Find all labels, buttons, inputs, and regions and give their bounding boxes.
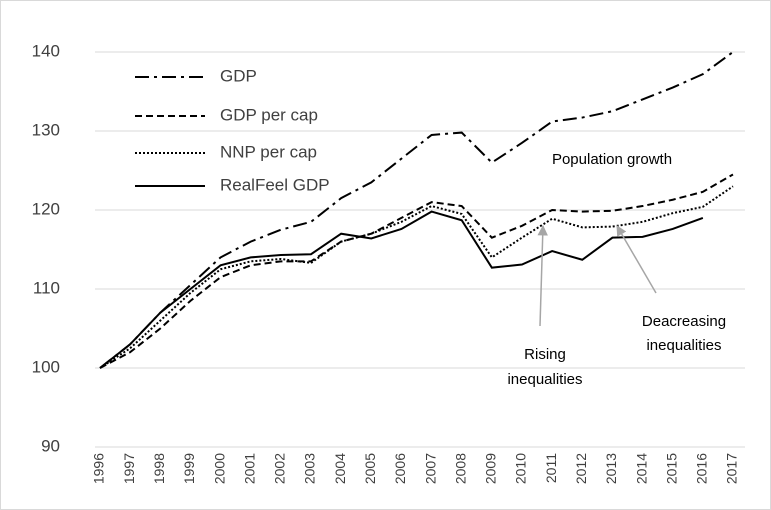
x-tick-label: 1996	[91, 453, 107, 484]
x-tick-label: 1997	[121, 453, 137, 484]
y-tick-label: 140	[32, 41, 60, 60]
x-tick-label: 2013	[603, 453, 619, 484]
legend-label: GDP	[220, 66, 257, 85]
x-tick-label: 2002	[272, 453, 288, 484]
annotation: Rising	[524, 346, 566, 363]
annotation: inequalities	[646, 337, 721, 354]
annotation-arrow	[537, 224, 548, 327]
series-line	[99, 210, 704, 369]
x-tick-label: 2011	[543, 453, 559, 483]
legend-label: RealFeel GDP	[220, 175, 330, 194]
annotation: inequalities	[507, 371, 582, 388]
x-tick-label: 2012	[573, 453, 589, 484]
y-tick-label: 110	[33, 278, 60, 297]
legend-label: GDP per cap	[220, 105, 318, 124]
x-tick-label: 2007	[422, 453, 438, 484]
x-tick-label: 2014	[633, 453, 649, 484]
series-line	[99, 173, 734, 369]
y-tick-label: 90	[41, 436, 60, 455]
x-tick-label: 2015	[663, 453, 679, 484]
x-tick-label: 2010	[513, 453, 529, 484]
x-tick-label: 1998	[151, 453, 167, 484]
x-tick-label: 2004	[332, 453, 348, 484]
y-tick-label: 120	[32, 199, 60, 218]
x-tick-label: 2006	[392, 453, 408, 484]
series-line	[99, 51, 734, 369]
series-line	[99, 185, 734, 369]
x-tick-label: 2009	[483, 453, 499, 484]
y-tick-label: 100	[32, 357, 60, 376]
x-tick-label: 2000	[211, 453, 227, 484]
legend-label: NNP per cap	[220, 142, 317, 161]
x-tick-label: 1999	[181, 453, 197, 484]
x-tick-label: 2016	[694, 453, 710, 484]
x-tick-label: 2001	[241, 453, 257, 484]
x-tick-label: 2008	[452, 453, 468, 484]
x-tick-label: 2017	[724, 453, 740, 484]
annotation-arrow	[616, 225, 657, 294]
x-tick-label: 2005	[362, 453, 378, 484]
x-tick-label: 2003	[302, 453, 318, 484]
annotation: Population growth	[552, 151, 672, 168]
y-tick-label: 130	[32, 120, 60, 139]
annotation: Deacreasing	[642, 313, 726, 330]
